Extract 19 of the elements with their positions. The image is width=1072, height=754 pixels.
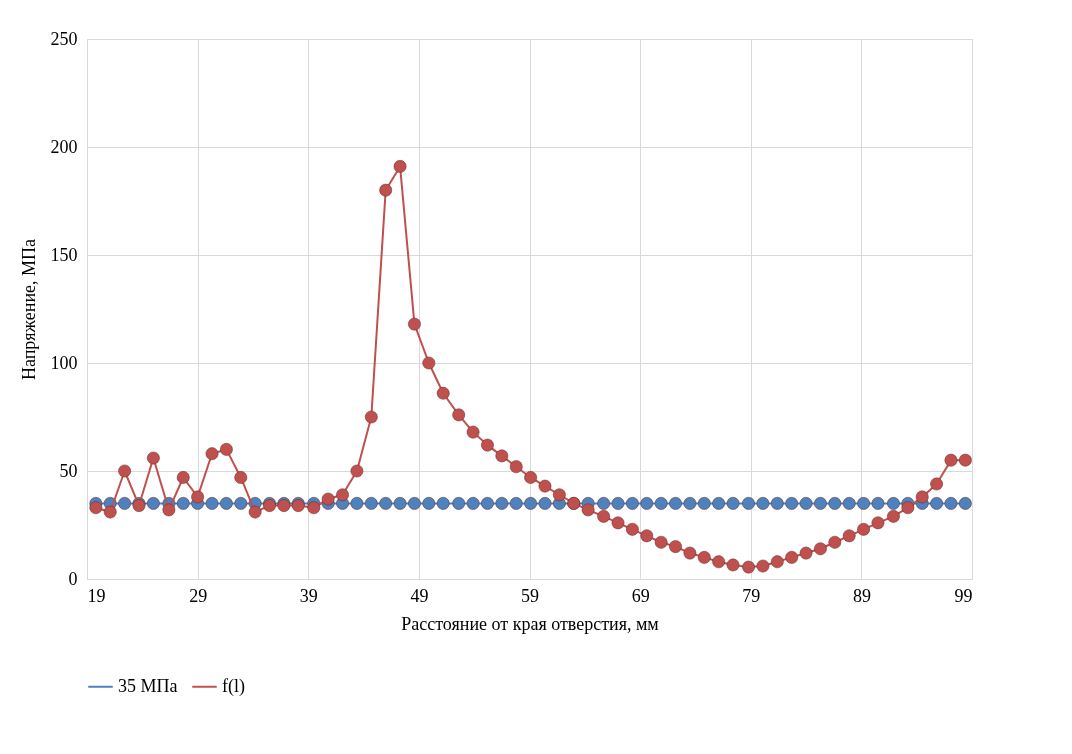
legend-label: f(l)	[222, 675, 245, 697]
x-tick-label: 29	[189, 585, 208, 606]
y-tick-label: 100	[50, 352, 78, 373]
x-tick-label: 59	[521, 585, 539, 606]
x-axis-title: Расстояние от края отверстия, мм	[401, 613, 659, 634]
y-tick-label: 150	[50, 244, 78, 265]
x-tick-label: 89	[852, 585, 871, 606]
y-tick-label: 0	[68, 568, 78, 589]
x-tick-label: 99	[954, 585, 973, 606]
y-axis-title: Напряжение, МПа	[18, 238, 39, 381]
x-tick-label: 79	[742, 585, 761, 606]
x-tick-label: 39	[299, 585, 318, 606]
legend-label: 35 МПа	[118, 675, 178, 696]
y-tick-label: 250	[50, 28, 78, 49]
y-tick-label: 200	[50, 136, 78, 157]
x-tick-label: 69	[631, 585, 650, 606]
x-tick-label: 49	[410, 585, 429, 606]
y-tick-label: 50	[59, 460, 78, 481]
x-tick-label: 19	[87, 585, 106, 606]
